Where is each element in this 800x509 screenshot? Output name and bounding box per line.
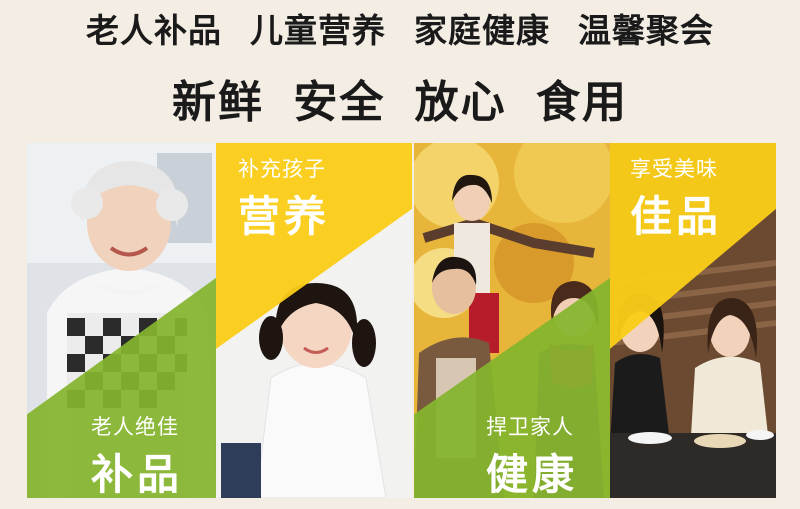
- panel-dining: 享受美味 佳品: [610, 143, 776, 498]
- headline-line-1: 老人补品 儿童营养 家庭健康 温馨聚会: [0, 4, 800, 52]
- headline-item: 温馨聚会: [578, 11, 714, 50]
- headline-line-2: 新鲜 安全 放心 食用: [0, 66, 800, 130]
- panel-title: 健康: [486, 450, 579, 498]
- panel-subtitle: 补充孩子: [238, 157, 326, 181]
- panel-family: 捍卫家人 健康: [414, 143, 610, 498]
- panel-title: 营养: [238, 192, 331, 241]
- headline-item: 安全: [293, 77, 386, 128]
- headline-item: 儿童营养: [250, 11, 386, 50]
- panel-child: 补充孩子 营养: [216, 143, 412, 498]
- panel-subtitle: 捍卫家人: [486, 415, 574, 439]
- panel-title: 补品: [91, 450, 184, 498]
- headline-item: 食用: [535, 77, 628, 128]
- headline-item: 老人补品: [86, 11, 222, 50]
- panel-elderly: 老人绝佳 补品: [27, 143, 216, 498]
- headline-item: 家庭健康: [414, 11, 550, 50]
- panel-subtitle: 老人绝佳: [91, 415, 179, 439]
- headline-item: 新鲜: [172, 77, 264, 128]
- panel-title: 佳品: [630, 192, 723, 241]
- headline-item: 放心: [414, 77, 507, 128]
- panel-subtitle: 享受美味: [630, 157, 718, 181]
